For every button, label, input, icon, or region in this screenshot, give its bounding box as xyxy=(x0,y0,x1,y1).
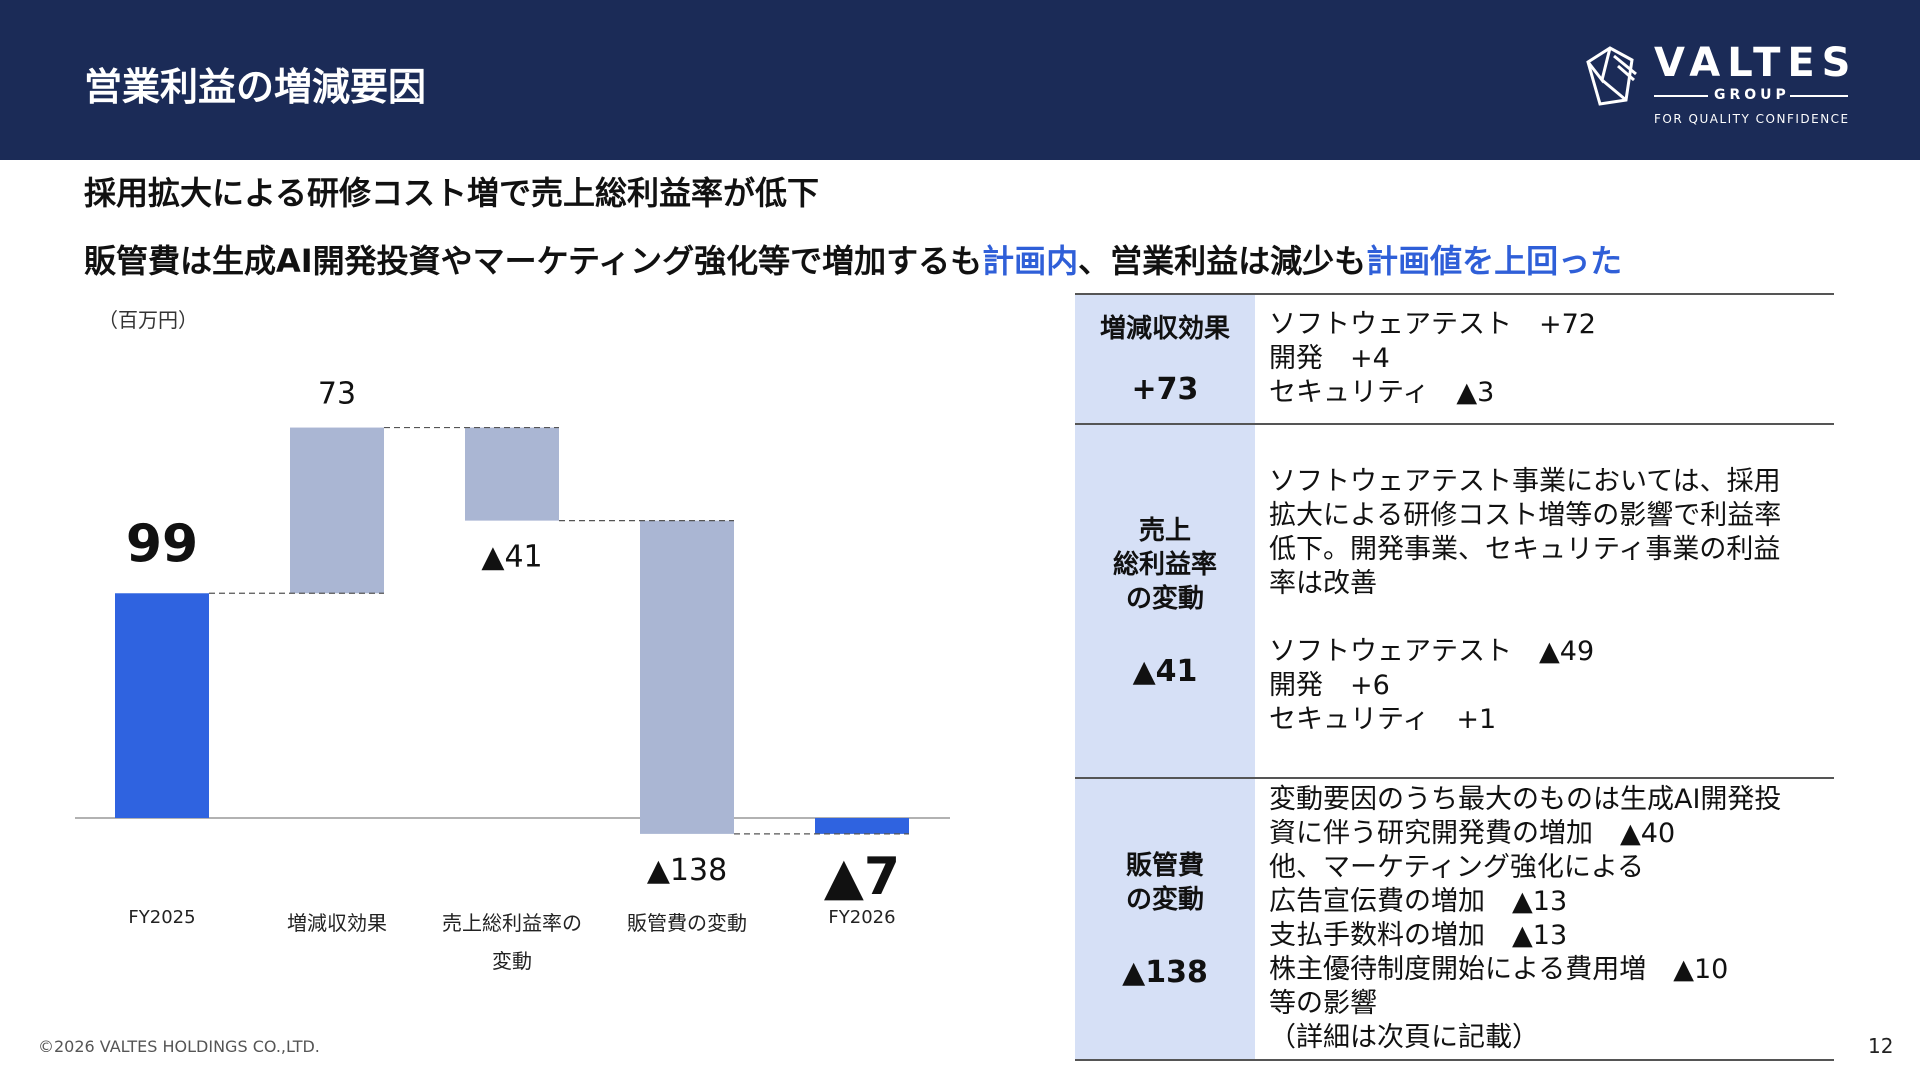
row-header: 増減収効果 +73 xyxy=(1075,295,1255,423)
logo-wordmark: VALTES xyxy=(1654,40,1858,86)
row-line: 等の影響 xyxy=(1269,988,1377,1019)
row-line: 株主優待制度開始による費用増 ▲10 xyxy=(1269,954,1729,985)
row-line: （詳細は次頁に記載） xyxy=(1269,1022,1539,1053)
row-label: 増減収効果 xyxy=(1099,313,1230,344)
row-value: +73 xyxy=(1131,371,1199,407)
headline-2-part-c: 、営業利益は減少も xyxy=(1078,242,1367,280)
row-line: ソフトウェアテスト事業においては、採用 xyxy=(1269,466,1781,497)
row-body: 変動要因のうち最大のものは生成AI開発投 資に伴う研究開発費の増加 ▲40 他、… xyxy=(1269,779,1834,1059)
category-label: 増減収効果 xyxy=(287,911,387,935)
row-line: 開発 +4 xyxy=(1269,343,1390,374)
bar-2 xyxy=(465,427,559,521)
category-label: 販管費の変動 xyxy=(627,911,747,935)
unit-label: （百万円） xyxy=(98,308,198,332)
explanation-panel: 増減収効果 +73 ソフトウェアテスト +72 開発 +4 セキュリティ ▲3 … xyxy=(1075,293,1834,1061)
bar-4 xyxy=(815,818,909,834)
headline-1: 採用拡大による研修コスト増で売上総利益率が低下 xyxy=(84,174,820,212)
value-label: ▲7 xyxy=(824,847,900,907)
row-line: 変動要因のうち最大のものは生成AI開発投 xyxy=(1269,784,1782,815)
value-label: 99 xyxy=(126,514,198,574)
row-header: 売上 総利益率 の変動 ▲41 xyxy=(1075,425,1255,777)
page-title: 営業利益の増減要因 xyxy=(84,65,427,109)
row-line: 率は改善 xyxy=(1269,568,1377,599)
row-value: ▲41 xyxy=(1132,653,1198,689)
category-label: FY2026 xyxy=(828,907,895,928)
row-line: ソフトウェアテスト ▲49 xyxy=(1269,636,1595,667)
row-line: 他、マーケティング強化による xyxy=(1269,852,1645,883)
logo-group-text: GROUP xyxy=(1714,87,1790,103)
row-line: ソフトウェアテスト +72 xyxy=(1269,309,1596,340)
header-bar: 営業利益の増減要因 VALTES GROUP FOR QUALITY CONFI… xyxy=(0,0,1920,160)
row-line-blank xyxy=(1269,601,1834,635)
logo-divider-right xyxy=(1790,95,1848,97)
row-body: ソフトウェアテスト事業においては、採用 拡大による研修コスト増等の影響で利益率 … xyxy=(1269,425,1834,777)
row-line: 広告宣伝費の増加 ▲13 xyxy=(1269,886,1568,917)
logo-mark-icon xyxy=(1586,46,1637,106)
bar-0 xyxy=(115,593,209,818)
value-label: ▲41 xyxy=(481,540,542,575)
row-value: ▲138 xyxy=(1122,954,1208,990)
row-line: 支払手数料の増加 ▲13 xyxy=(1269,920,1568,951)
row-label: 売上 総利益率 の変動 xyxy=(1112,515,1217,614)
company-logo: VALTES GROUP FOR QUALITY CONFIDENCE xyxy=(1580,40,1850,130)
category-label: 変動 xyxy=(492,949,532,973)
copyright: ©2026 VALTES HOLDINGS CO.,LTD. xyxy=(38,1037,320,1056)
headline-2-highlight-a: 計画内 xyxy=(982,242,1079,280)
row-line: 拡大による研修コスト増等の影響で利益率 xyxy=(1269,500,1782,531)
row-body: ソフトウェアテスト +72 開発 +4 セキュリティ ▲3 xyxy=(1269,295,1834,423)
headline-2-part-a: 販管費は生成AI開発投資やマーケティング強化等で増加するも xyxy=(84,242,983,280)
row-line: 低下。開発事業、セキュリティ事業の利益 xyxy=(1269,534,1781,565)
category-label: 売上総利益率の xyxy=(442,911,582,935)
headline-2-highlight-b: 計画値を上回った xyxy=(1366,242,1623,280)
logo-tagline: FOR QUALITY CONFIDENCE xyxy=(1654,112,1850,126)
value-label: 73 xyxy=(318,377,356,412)
row-line: 開発 +6 xyxy=(1269,670,1390,701)
panel-row-revenue-effect: 増減収効果 +73 ソフトウェアテスト +72 開発 +4 セキュリティ ▲3 xyxy=(1075,293,1834,423)
headline-2: 販管費は生成AI開発投資やマーケティング強化等で増加するも計画内、営業利益は減少… xyxy=(84,236,1622,282)
logo-divider-left xyxy=(1654,95,1708,97)
panel-row-gross-margin: 売上 総利益率 の変動 ▲41 ソフトウェアテスト事業においては、採用 拡大によ… xyxy=(1075,423,1834,777)
category-label: FY2025 xyxy=(128,907,195,928)
bar-1 xyxy=(290,427,384,594)
bar-3 xyxy=(640,520,734,834)
page-number: 12 xyxy=(1868,1034,1894,1058)
value-label: ▲138 xyxy=(647,853,727,888)
row-line: セキュリティ ▲3 xyxy=(1269,377,1495,408)
panel-row-sga: 販管費 の変動 ▲138 変動要因のうち最大のものは生成AI開発投 資に伴う研究… xyxy=(1075,777,1834,1061)
row-header: 販管費 の変動 ▲138 xyxy=(1075,779,1255,1059)
row-line: 資に伴う研究開発費の増加 ▲40 xyxy=(1269,818,1676,849)
row-line: セキュリティ +1 xyxy=(1269,704,1497,735)
row-label: 販管費 の変動 xyxy=(1125,850,1204,915)
